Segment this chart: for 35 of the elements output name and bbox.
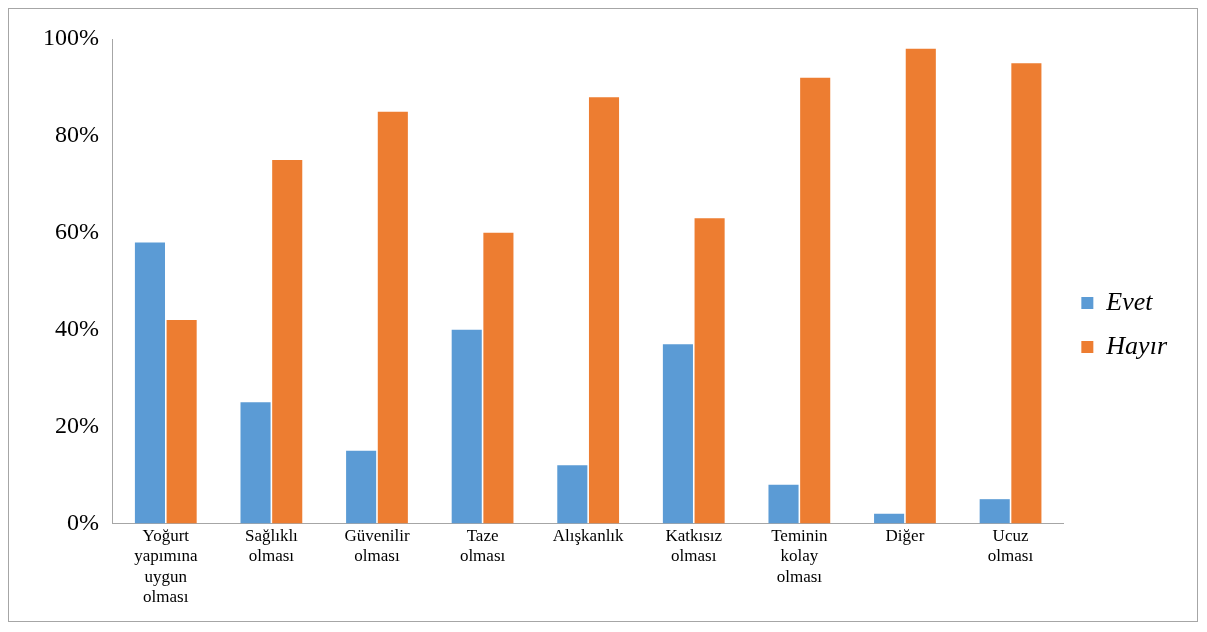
- bar: [557, 465, 588, 524]
- bar: [483, 232, 514, 524]
- bar: [377, 111, 408, 524]
- x-tick-label: Katkısız olması: [665, 526, 723, 566]
- y-tick-label: 100%: [42, 24, 99, 51]
- bar: [768, 484, 799, 524]
- bar: [166, 319, 197, 524]
- bar: [979, 499, 1010, 524]
- bar: [905, 48, 936, 524]
- x-tick-label: Alışkanlık: [552, 526, 625, 546]
- x-tick-label: Yoğurt yapımına uygun olması: [134, 526, 198, 607]
- y-tick-label: 20%: [54, 411, 99, 438]
- x-tick-label: Sağlıklı olması: [244, 526, 299, 566]
- bar: [451, 329, 482, 524]
- legend-label: Hayır: [1105, 330, 1168, 360]
- y-tick-label: 0%: [66, 508, 99, 535]
- x-tick-label: Taze olması: [459, 526, 506, 566]
- legend-label: Evet: [1105, 286, 1154, 316]
- bar: [588, 97, 620, 524]
- y-tick-label: 80%: [54, 121, 99, 148]
- bar: [1011, 63, 1042, 524]
- bar: [800, 77, 831, 524]
- bar: [346, 450, 377, 524]
- bar: [134, 242, 165, 524]
- bar: [874, 513, 905, 524]
- bar: [694, 218, 725, 524]
- x-tick-label: Diğer: [885, 526, 925, 546]
- y-tick-label: 60%: [54, 218, 99, 245]
- x-tick-label: Ucuz olması: [987, 526, 1034, 566]
- x-tick-label: Teminin kolay olması: [771, 526, 829, 586]
- bar: [662, 344, 693, 524]
- x-tick-label: Güvenilir olması: [344, 526, 410, 566]
- bar: [272, 160, 303, 524]
- bar: [240, 402, 271, 524]
- y-tick-label: 40%: [54, 314, 99, 341]
